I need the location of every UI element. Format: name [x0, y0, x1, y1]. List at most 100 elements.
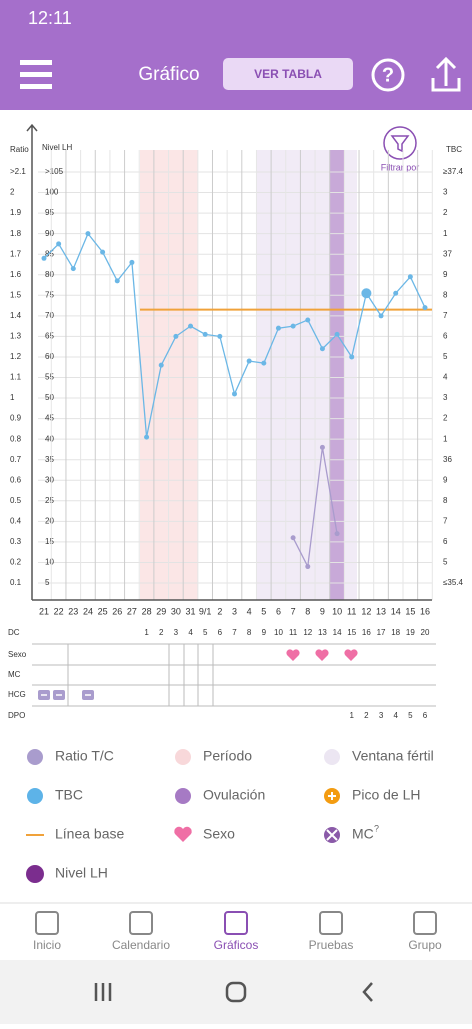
temperature-point [202, 331, 208, 337]
legend-icon [175, 749, 191, 765]
dpo-label: 3 [379, 711, 384, 720]
ratio-tick-label: 0.9 [10, 414, 22, 423]
temp-tick-label: 1 [443, 434, 448, 443]
day-label: 10 [332, 606, 342, 616]
temperature-point [158, 362, 164, 368]
cycle-day-label: 11 [289, 628, 298, 637]
legend-icon [27, 788, 43, 804]
ratio-tick-label: 0.1 [10, 578, 22, 587]
lh-tick-label: 100 [45, 188, 59, 197]
legend-icon [175, 788, 191, 804]
temp-tick-label: 2 [443, 208, 448, 217]
dpo-label: 4 [393, 711, 398, 720]
temp-tick-label: 3 [443, 393, 448, 402]
lh-tick-label: 45 [45, 414, 54, 423]
temp-tick-label: 5 [443, 558, 448, 567]
temperature-point [407, 274, 413, 280]
system-buttons[interactable] [94, 981, 373, 1003]
ratio-tick-label: 0.8 [10, 434, 22, 443]
nav-label[interactable]: Inicio [33, 938, 61, 952]
ratio-axis-title: Ratio [10, 145, 29, 154]
lh-tick-label: 85 [45, 249, 54, 258]
lh-tick-label: 65 [45, 332, 54, 341]
ratio-tick-label: 0.2 [10, 558, 22, 567]
row-label: HCG [8, 690, 26, 699]
legend-label: Nivel LH [55, 865, 108, 881]
lh-line [292, 447, 338, 569]
temp-tick-label: 8 [443, 496, 448, 505]
temperature-point [85, 231, 91, 237]
nav-label[interactable]: Pruebas [309, 938, 354, 952]
lh-tick-label: 5 [45, 578, 50, 587]
sex-heart [286, 649, 300, 661]
day-label: 24 [83, 606, 93, 616]
nav-label[interactable]: Grupo [408, 938, 442, 952]
day-label: 31 [186, 606, 196, 616]
temp-tick-label: ≤35.4 [443, 578, 464, 587]
temperature-line [43, 232, 426, 438]
day-label: 27 [127, 606, 137, 616]
ratio-tick-label: 0.6 [10, 475, 22, 484]
dpo-label: 2 [364, 711, 369, 720]
lh-tick-label: 90 [45, 229, 54, 238]
temperature-point [100, 249, 106, 255]
filter-icon[interactable] [383, 126, 417, 160]
day-label: 30 [171, 606, 181, 616]
legend-icon-plus [328, 792, 336, 800]
legend-label: Ratio T/C [55, 748, 114, 764]
legend-label: TBC [55, 787, 83, 803]
temperature-point [56, 241, 62, 247]
temp-tick-label: 5 [443, 352, 448, 361]
menu-icon[interactable] [20, 60, 52, 89]
temperature-point [334, 331, 340, 337]
day-label: 9/1 [199, 606, 212, 616]
lh-tick-label: 40 [45, 434, 54, 443]
ratio-tick-label: 1.2 [10, 352, 22, 361]
lh-tick-label: 50 [45, 393, 54, 402]
lh-tick-label: 35 [45, 455, 54, 464]
day-label: 3 [232, 606, 237, 616]
day-label: 26 [112, 606, 122, 616]
sex-heart [315, 649, 329, 661]
day-label: 5 [261, 606, 266, 616]
nav-label[interactable]: Gráficos [214, 938, 259, 952]
lh-point [305, 564, 311, 570]
temp-tick-label: 7 [443, 516, 448, 525]
day-label: 4 [247, 606, 252, 616]
lh-tick-label: 95 [45, 208, 54, 217]
legend-label: Período [203, 748, 252, 764]
nav-icon [413, 911, 437, 935]
filter-label[interactable]: Filtrar por [381, 162, 420, 172]
legend-icon [174, 826, 192, 842]
temp-tick-label: 37 [443, 249, 452, 258]
lh-tick-label: 80 [45, 270, 54, 279]
cycle-day-label: 12 [303, 628, 312, 637]
temperature-point [70, 266, 76, 272]
status-time: 12:11 [28, 8, 72, 28]
cycle-day-label: 14 [333, 628, 342, 637]
lh-tick-label: 20 [45, 516, 54, 525]
system-bar [0, 960, 472, 1024]
temperature-point [422, 305, 428, 311]
temperature-point [246, 358, 252, 364]
temp-tick-label: 2 [443, 414, 448, 423]
help-icon[interactable] [371, 58, 405, 92]
legend-label: Sexo [203, 826, 235, 842]
ratio-tick-label: 1.5 [10, 290, 22, 299]
ratio-tick-label: 1.3 [10, 332, 22, 341]
lh-axis-title: Nivel LH [42, 143, 72, 152]
nav-icon [129, 911, 153, 935]
lh-tick-label: 55 [45, 373, 54, 382]
day-label: 25 [98, 606, 108, 616]
day-label: 23 [68, 606, 78, 616]
temp-tick-label: 36 [443, 455, 452, 464]
view-table-button[interactable] [223, 58, 353, 90]
share-icon[interactable] [431, 56, 461, 92]
ratio-tick-label: 1.6 [10, 270, 22, 279]
legend-superscript: ? [374, 823, 379, 833]
nav-label[interactable]: Calendario [112, 938, 170, 952]
cycle-day-label: 8 [247, 628, 252, 637]
lh-tick-label: >105 [45, 167, 64, 176]
temperature-point [378, 313, 384, 319]
